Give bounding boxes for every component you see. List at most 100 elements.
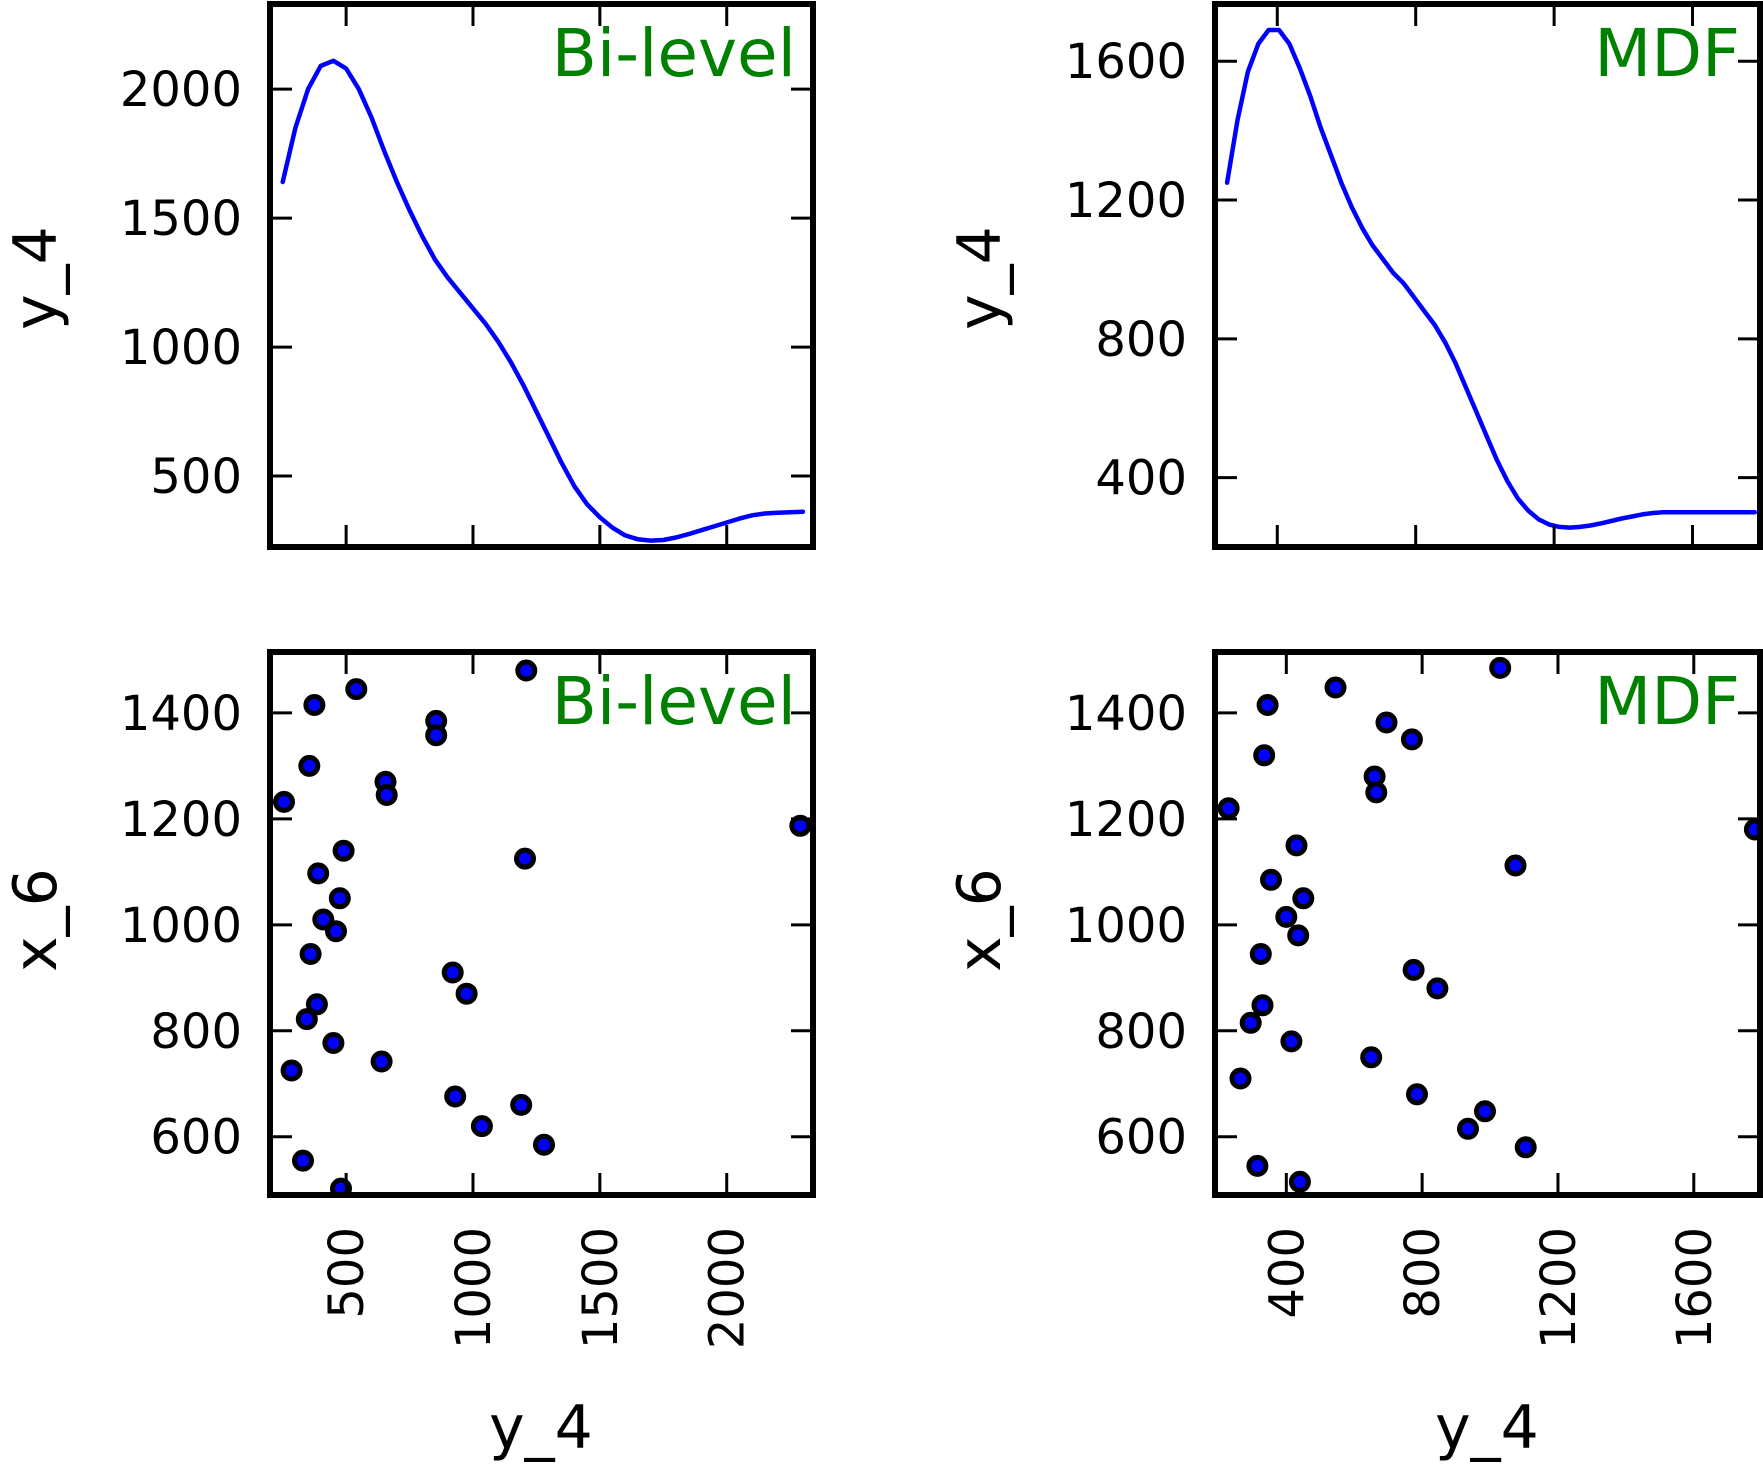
scatter-point bbox=[1249, 943, 1272, 965]
scatter-point bbox=[1365, 781, 1388, 804]
scatter-point bbox=[1260, 868, 1282, 891]
x-axis-label: y_4 bbox=[1435, 1393, 1539, 1463]
panel-label: MDF bbox=[1594, 663, 1740, 740]
scatter-point bbox=[470, 1115, 493, 1138]
scatter-point bbox=[1489, 656, 1512, 679]
scatter-point bbox=[1287, 924, 1310, 947]
x-axis-label: y_4 bbox=[489, 1393, 593, 1463]
y-tick-label: 600 bbox=[1095, 1110, 1187, 1166]
panel-label: Bi-level bbox=[552, 663, 796, 740]
scatter-point bbox=[455, 982, 478, 1005]
x-tick-label: 1000 bbox=[446, 1227, 502, 1349]
y-tick-label: 1000 bbox=[1065, 898, 1187, 954]
y-tick-label: 400 bbox=[1095, 451, 1187, 507]
scatter-point bbox=[441, 961, 464, 984]
y-tick-labels: 600 800 1000 1200 1400 bbox=[120, 686, 242, 1166]
panel-label: MDF bbox=[1594, 15, 1740, 92]
y-tick-label: 1200 bbox=[1065, 792, 1187, 848]
y-tick-label: 1000 bbox=[120, 320, 242, 376]
y-tick-label: 600 bbox=[150, 1110, 242, 1166]
x-tick-label: 2000 bbox=[700, 1227, 756, 1349]
scatter-point bbox=[345, 678, 368, 701]
scatter-point bbox=[1375, 711, 1398, 734]
scatter-point bbox=[533, 1133, 555, 1156]
scatter-point bbox=[425, 724, 448, 747]
x-tick-label: 800 bbox=[1395, 1227, 1451, 1319]
y-axis-label: y_4 bbox=[1, 226, 71, 330]
y-tick-label: 2000 bbox=[120, 62, 242, 118]
plot-frame bbox=[267, 1, 816, 550]
x-tick-label: 1500 bbox=[573, 1227, 629, 1349]
scatter-point bbox=[789, 814, 812, 837]
scatter-point bbox=[1253, 744, 1276, 767]
scatter-point bbox=[303, 694, 326, 716]
x-tick-label: 500 bbox=[319, 1227, 375, 1319]
scatter-point bbox=[1360, 1046, 1383, 1069]
scatter-point bbox=[1514, 1136, 1537, 1159]
scatter-point bbox=[1426, 977, 1449, 1000]
y-tick-label: 500 bbox=[150, 449, 242, 505]
scatter-point bbox=[1217, 797, 1240, 820]
y-axis-label: x_6 bbox=[1, 868, 71, 972]
scatter-point bbox=[299, 943, 322, 965]
scatter-point bbox=[295, 1008, 318, 1031]
scatter-point bbox=[325, 920, 347, 943]
scatter-point bbox=[1400, 728, 1423, 751]
y-axis-label: x_6 bbox=[945, 868, 1015, 972]
scatter-point bbox=[1402, 958, 1425, 981]
y-axis-label: y_4 bbox=[945, 226, 1015, 330]
scatter-point bbox=[305, 993, 328, 1016]
line-marks bbox=[280, 58, 806, 543]
y-tick-label: 1400 bbox=[1065, 686, 1187, 742]
scatter-point bbox=[292, 1149, 314, 1172]
scatter-point bbox=[515, 659, 538, 682]
y-tick-label: 1600 bbox=[1065, 34, 1187, 90]
y-tick-labels: 500 1000 1500 2000 bbox=[120, 62, 242, 505]
scatter-point bbox=[1743, 818, 1760, 841]
scatter-point bbox=[1251, 994, 1274, 1017]
scatter-point bbox=[444, 1085, 467, 1108]
scatter-point bbox=[510, 1093, 533, 1116]
scatter-point bbox=[375, 784, 398, 806]
scatter-point bbox=[307, 862, 330, 885]
series-line bbox=[1224, 27, 1758, 530]
tick-marks bbox=[1215, 4, 1760, 547]
scatter-point bbox=[280, 1059, 303, 1082]
panel-bottom-right: 600 800 1000 1200 1400 400 800 1200 1600… bbox=[945, 649, 1763, 1463]
scatter-point bbox=[1292, 887, 1315, 910]
scatter-point bbox=[1229, 1067, 1252, 1090]
scatter-point bbox=[1275, 905, 1298, 928]
y-tick-label: 1000 bbox=[120, 898, 242, 954]
line-marks bbox=[1224, 27, 1758, 530]
scatter-marks bbox=[273, 659, 812, 1195]
x-tick-label: 1600 bbox=[1667, 1227, 1723, 1349]
series-line bbox=[280, 58, 806, 543]
panel-top-right: 400 800 1200 1600 y_4 MDF bbox=[945, 1, 1763, 550]
y-tick-label: 1200 bbox=[120, 792, 242, 848]
scatter-point bbox=[1239, 1011, 1262, 1034]
panel-label: Bi-level bbox=[552, 15, 796, 92]
x-tick-labels: 400 800 1200 1600 bbox=[1259, 1227, 1723, 1349]
x-tick-label: 400 bbox=[1259, 1227, 1315, 1319]
y-tick-labels: 400 800 1200 1600 bbox=[1065, 34, 1187, 506]
tick-marks bbox=[270, 652, 813, 1195]
scatter-point bbox=[1246, 1154, 1269, 1177]
scatter-point bbox=[1474, 1100, 1496, 1123]
y-tick-label: 800 bbox=[150, 1004, 242, 1060]
panel-bottom-left: 600 800 1000 1200 1400 500 1000 1500 200… bbox=[1, 649, 816, 1463]
scatter-point bbox=[298, 754, 321, 777]
scatter-point bbox=[273, 790, 295, 813]
scatter-point bbox=[370, 1050, 393, 1073]
scatter-point bbox=[1256, 694, 1279, 716]
y-tick-label: 1400 bbox=[120, 686, 242, 742]
tick-marks bbox=[1215, 652, 1760, 1195]
x-tick-labels: 500 1000 1500 2000 bbox=[319, 1227, 756, 1349]
tick-marks bbox=[270, 4, 813, 547]
scatter-point bbox=[328, 887, 351, 910]
y-tick-labels: 600 800 1000 1200 1400 bbox=[1065, 686, 1187, 1166]
scatter-point bbox=[332, 839, 355, 862]
y-tick-label: 800 bbox=[1095, 1004, 1187, 1060]
scatter-point bbox=[1406, 1083, 1428, 1106]
y-tick-label: 800 bbox=[1095, 312, 1187, 368]
